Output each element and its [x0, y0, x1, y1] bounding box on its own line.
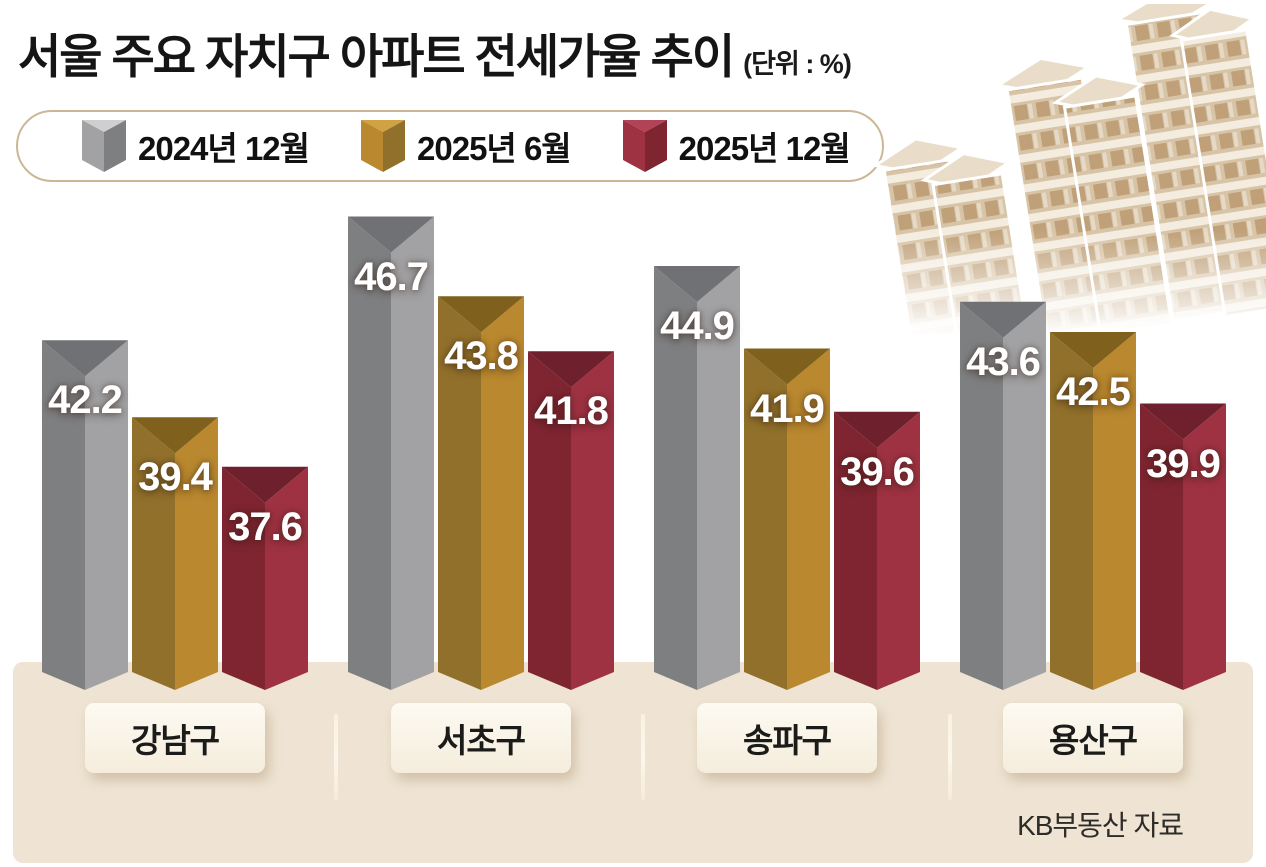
legend-marker-icon	[622, 120, 667, 172]
bar-value-label: 44.9	[660, 304, 735, 348]
bar-value-label: 46.7	[354, 254, 429, 299]
legend-item-2024-12: 2024년 12월	[82, 120, 310, 172]
group-divider	[948, 714, 952, 800]
legend-item-label: 2025년 6월	[417, 130, 572, 167]
legend: 2024년 12월 2025년 6월 2025년 12월	[16, 110, 884, 182]
bar-face	[1140, 403, 1226, 440]
bar-face	[265, 466, 308, 690]
source-label: KB부동산 자료	[1017, 810, 1184, 841]
bar-value-label: 42.5	[1056, 370, 1131, 414]
bar-face	[222, 466, 308, 503]
bar-face	[744, 348, 830, 385]
bar-value-label: 41.8	[534, 389, 609, 434]
bar-value-label: 39.4	[138, 455, 213, 500]
bar-value-label: 41.9	[750, 386, 825, 431]
bar-value-label: 43.6	[966, 339, 1041, 384]
legend-item-label: 2024년 12월	[138, 130, 310, 167]
bar-face	[132, 417, 218, 454]
unit-label: (단위 : %)	[743, 49, 852, 79]
bar-value-label: 43.8	[444, 334, 519, 379]
bar-face	[654, 266, 740, 302]
legend-marker-icon	[361, 120, 406, 172]
page-title: 서울 주요 자치구 아파트 전세가율 추이 (단위 : %)	[18, 18, 852, 87]
buildings-illustration-icon	[871, 4, 1266, 336]
group-divider	[641, 714, 645, 800]
bar-face	[222, 466, 265, 690]
bar-value-label: 39.6	[840, 449, 915, 494]
legend-item-2025-06: 2025년 6월	[361, 120, 572, 172]
chart-title: 서울 주요 자치구 아파트 전세가율 추이	[18, 30, 735, 83]
legend-item-2025-12: 2025년 12월	[622, 120, 851, 172]
legend-item-label: 2025년 12월	[678, 130, 851, 167]
category-label-seocho: 서초구	[391, 703, 571, 773]
category-label-yongsan: 용산구	[1003, 703, 1183, 773]
bar-face	[834, 411, 920, 448]
category-label-songpa: 송파구	[697, 703, 877, 773]
bar-face	[438, 296, 524, 333]
bar-face	[528, 351, 614, 388]
bar-value-label: 42.2	[48, 378, 123, 423]
bar-face	[42, 340, 128, 377]
legend-marker-icon	[82, 120, 126, 172]
bar-face	[348, 216, 434, 253]
group-divider	[334, 714, 338, 800]
bar-value-label: 37.6	[228, 504, 303, 549]
category-label-gangnam: 강남구	[85, 703, 265, 773]
bar-value-label: 39.9	[1146, 441, 1221, 486]
bar-face	[1050, 332, 1136, 368]
